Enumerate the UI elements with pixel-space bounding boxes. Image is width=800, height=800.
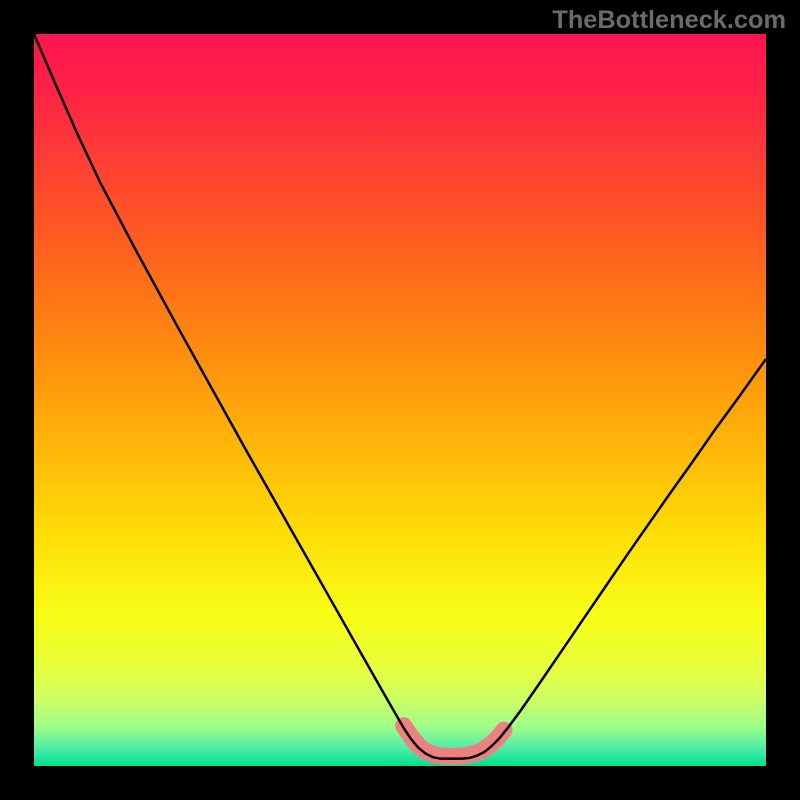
gradient-background <box>34 34 766 766</box>
watermark-text: TheBottleneck.com <box>552 6 786 35</box>
chart-svg <box>34 34 766 766</box>
plot-area <box>34 34 766 766</box>
chart-frame: TheBottleneck.com <box>0 0 800 800</box>
